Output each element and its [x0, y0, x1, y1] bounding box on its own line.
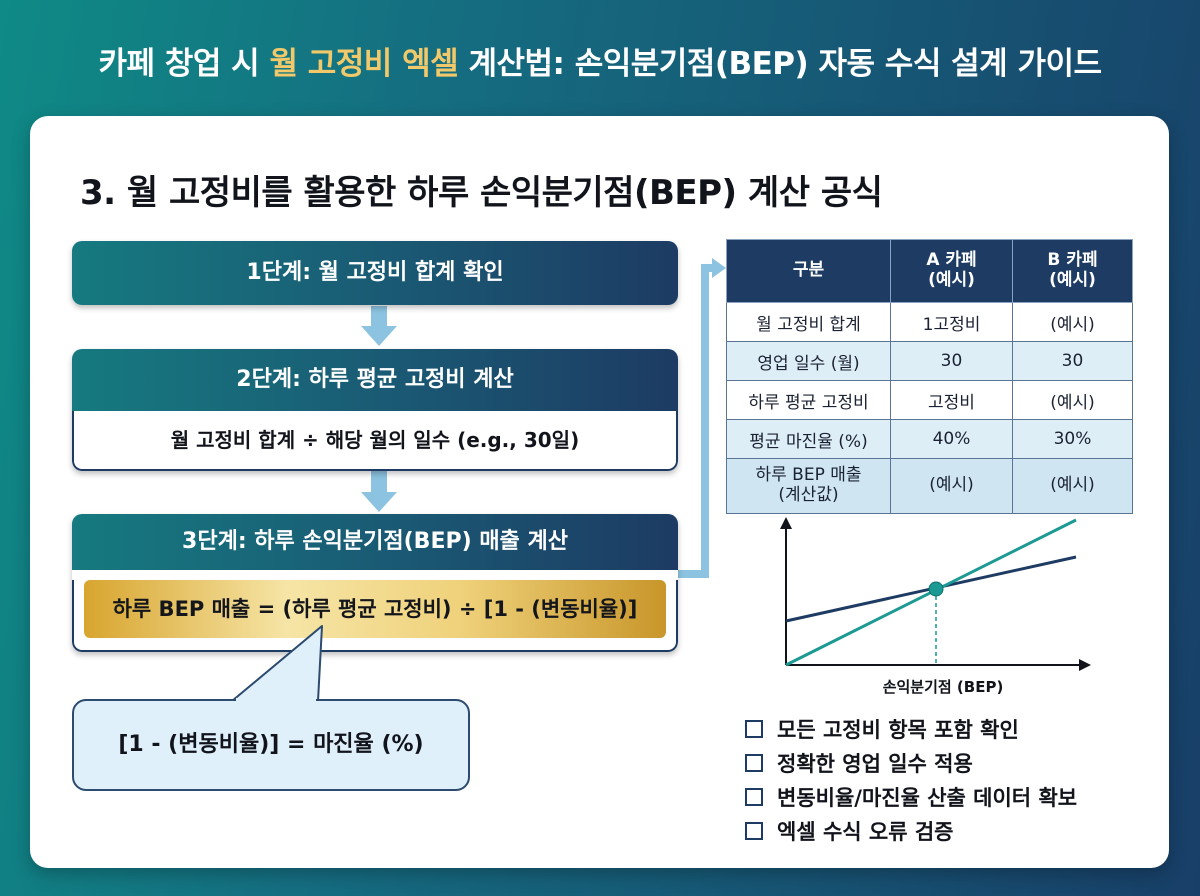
down-arrow-1	[361, 306, 397, 346]
checklist-label: 엑셀 수식 오류 검증	[777, 820, 954, 844]
table-row: 하루 평균 고정비 고정비 (예시)	[726, 380, 1133, 420]
table-cell: 40%	[890, 419, 1013, 459]
step-1-card: 1단계: 월 고정비 합계 확인	[72, 241, 678, 305]
section-title: 3. 월 고정비를 활용한 하루 손익분기점(BEP) 계산 공식	[80, 173, 883, 213]
step-3-title: 3단계: 하루 손익분기점(BEP) 매출 계산	[72, 514, 678, 570]
step-2-title: 2단계: 하루 평균 고정비 계산	[72, 349, 678, 411]
table-cell: 월 고정비 합계	[726, 302, 891, 342]
checklist-label: 변동비율/마진율 산출 데이터 확보	[777, 786, 1078, 810]
checklist-label: 모든 고정비 항목 포함 확인	[777, 718, 1019, 742]
table-row: 월 고정비 합계 1고정비 (예시)	[726, 302, 1133, 342]
table-cell: 영업 일수 (월)	[726, 341, 891, 381]
main-title-highlight: 월 고정비 엑셀	[269, 46, 459, 82]
step-3-body: 하루 BEP 매출 = (하루 평균 고정비) ÷ [1 - (변동비율)]	[72, 580, 678, 652]
table-row: 영업 일수 (월) 30 30	[726, 341, 1133, 381]
table-cell: (예시)	[1012, 458, 1133, 514]
main-title-part1: 카페 창업 시	[98, 46, 270, 82]
checkbox-icon[interactable]	[745, 754, 763, 772]
bep-chart: 손익분기점 (BEP)	[780, 517, 1091, 696]
checklist: 모든 고정비 항목 포함 확인 정확한 영업 일수 적용 변동비율/마진율 산출…	[745, 712, 1077, 848]
checkbox-icon[interactable]	[745, 788, 763, 806]
checklist-item[interactable]: 정확한 영업 일수 적용	[745, 746, 1077, 780]
elbow-arrow	[678, 264, 716, 578]
x-axis-arrow	[1079, 659, 1091, 671]
chart-x-label: 손익분기점 (BEP)	[883, 678, 1004, 696]
down-arrow-2	[361, 470, 397, 512]
table-row-bep: 하루 BEP 매출 (계산값) (예시) (예시)	[726, 458, 1133, 514]
checklist-label: 정확한 영업 일수 적용	[777, 752, 973, 776]
checkbox-icon[interactable]	[745, 822, 763, 840]
checklist-item[interactable]: 변동비율/마진율 산출 데이터 확보	[745, 780, 1077, 814]
table-cell: (예시)	[1012, 302, 1133, 342]
step-2-body: 월 고정비 합계 ÷ 해당 월의 일수 (e.g., 30일)	[72, 411, 678, 471]
margin-callout: [1 - (변동비율)] = 마진율 (%)	[72, 699, 470, 791]
comparison-table: 구분 A 카페 (예시) B 카페 (예시) 월 고정비 합계 1고정비 (예시) …	[726, 239, 1133, 514]
checklist-item[interactable]: 모든 고정비 항목 포함 확인	[745, 712, 1077, 746]
table-row: 평균 마진율 (%) 40% 30%	[726, 419, 1133, 459]
table-cell: 고정비	[890, 380, 1013, 420]
y-axis-arrow	[780, 517, 792, 529]
cafe-b-note: (예시)	[1049, 270, 1096, 290]
checkbox-icon[interactable]	[745, 720, 763, 738]
table-cell: 하루 BEP 매출 (계산값)	[726, 458, 891, 514]
cafe-a-note: (예시)	[928, 270, 975, 290]
bep-row-label-line1: 하루 BEP 매출	[755, 465, 862, 486]
table-cell: (예시)	[1012, 380, 1133, 420]
cafe-b-name: B 카페	[1047, 250, 1098, 271]
table-cell: (예시)	[890, 458, 1013, 514]
table-header-row: 구분 A 카페 (예시) B 카페 (예시)	[726, 239, 1133, 303]
table-header-category: 구분	[726, 239, 891, 303]
step-1-title: 1단계: 월 고정비 합계 확인	[72, 241, 678, 305]
main-title: 카페 창업 시 월 고정비 엑셀 계산법: 손익분기점(BEP) 자동 수식 설…	[0, 38, 1200, 83]
table-cell: 평균 마진율 (%)	[726, 419, 891, 459]
bep-formula: 하루 BEP 매출 = (하루 평균 고정비) ÷ [1 - (변동비율)]	[84, 580, 666, 638]
step-3-card: 3단계: 하루 손익분기점(BEP) 매출 계산 하루 BEP 매출 = (하루…	[72, 514, 678, 652]
table-cell: 30	[1012, 341, 1133, 381]
table-cell: 30%	[1012, 419, 1133, 459]
table-header-cafe-b: B 카페 (예시)	[1012, 239, 1133, 303]
elbow-arrow-head	[712, 258, 726, 278]
checklist-item[interactable]: 엑셀 수식 오류 검증	[745, 814, 1077, 848]
main-title-part2: 계산법: 손익분기점(BEP) 자동 수식 설계 가이드	[458, 46, 1102, 82]
table-cell: 1고정비	[890, 302, 1013, 342]
cafe-a-name: A 카페	[926, 250, 977, 271]
table-header-cafe-a: A 카페 (예시)	[890, 239, 1013, 303]
step-2-card: 2단계: 하루 평균 고정비 계산 월 고정비 합계 ÷ 해당 월의 일수 (e…	[72, 349, 678, 471]
table-cell: 30	[890, 341, 1013, 381]
bep-row-label-line2: (계산값)	[778, 485, 839, 505]
table-cell: 하루 평균 고정비	[726, 380, 891, 420]
bep-point	[928, 581, 944, 597]
